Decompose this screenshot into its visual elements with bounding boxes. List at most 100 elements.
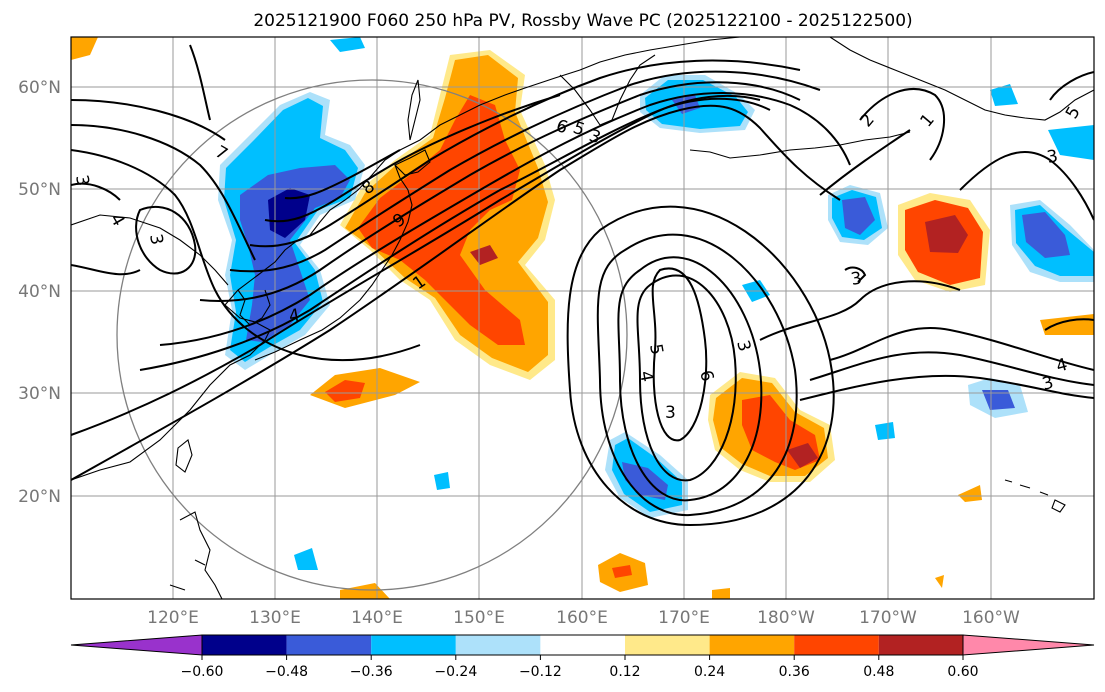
lat-label: 30°N: [18, 384, 61, 404]
shade-negative-east-core: [1022, 212, 1070, 258]
contour-line: [829, 327, 1094, 371]
shade-positive-subtropical-core: [325, 380, 365, 402]
contour-line: [264, 94, 561, 223]
contour-label: 4: [1054, 355, 1070, 377]
contour-line: [229, 70, 821, 273]
contour-line: [284, 149, 401, 200]
contour-label: 3: [665, 403, 676, 423]
lat-label: 50°N: [18, 180, 61, 200]
coastline-sakhalin: [407, 79, 421, 141]
shade-negative-hawaii-core: [982, 390, 1015, 410]
contour-label: 3: [732, 338, 754, 354]
contour-line: [199, 81, 801, 302]
lon-label: 160°W: [962, 608, 1020, 628]
lon-label: 130°E: [249, 608, 301, 628]
contour-label: 5: [645, 342, 667, 356]
lat-label: 20°N: [18, 487, 61, 507]
contour-line: [71, 264, 141, 276]
colorbar-bin: [540, 635, 625, 655]
contour-line: [159, 92, 851, 346]
shade-positive-small-6: [935, 575, 944, 588]
lon-label: 160°E: [556, 608, 608, 628]
colorbar-extend-right: [962, 634, 1095, 656]
contour-line: [819, 129, 911, 196]
contour-line: [189, 44, 211, 121]
shade-positive-east-pacific-dark: [925, 215, 968, 253]
contour-line: [1044, 318, 1094, 331]
contour-label: 3: [849, 268, 863, 290]
colorbar-label: 0.60: [947, 664, 978, 680]
lon-label: 150°E: [453, 608, 505, 628]
lon-label: 170°W: [859, 608, 917, 628]
shade-positive-small-5: [71, 37, 98, 60]
coastline-alaska: [829, 37, 1094, 121]
shade-positive-japan-sea-dark: [470, 245, 498, 265]
shade-positive-small-7: [712, 588, 730, 599]
colorbar-label: 0.24: [694, 664, 725, 680]
shade-positive-small-3: [958, 485, 982, 502]
colorbar: −0.60 −0.48 −0.36 −0.24 −0.12 0.12 0.24 …: [70, 634, 1095, 680]
coastline-asia-mainland: [71, 37, 741, 481]
contour-label: 3: [1040, 373, 1056, 395]
map-frame: [70, 36, 1095, 600]
coastline-taiwan: [175, 439, 193, 473]
contour-line: [799, 374, 1094, 401]
coastline-hawaii: [1004, 479, 1066, 513]
lat-label: 60°N: [18, 78, 61, 98]
contour-line: [651, 267, 708, 442]
shade-negative-small-3: [990, 84, 1018, 106]
figure-title: 2025121900 F060 250 hPa PV, Rossby Wave …: [253, 11, 912, 31]
coastline-china-north: [71, 214, 229, 286]
contour-line: [249, 59, 801, 248]
shade-negative-small-5: [875, 422, 895, 440]
shade-negative-south-core: [622, 462, 668, 500]
contour-label: 6: [695, 368, 717, 384]
coastline-aleutians: [689, 131, 911, 159]
colorbar-bin: [794, 635, 879, 655]
contour-line: [596, 233, 798, 517]
colorbar-label: −0.36: [350, 664, 393, 680]
contour-line: [566, 205, 835, 527]
colorbar-label: −0.12: [519, 664, 562, 680]
colorbar-label: 0.36: [779, 664, 810, 680]
contour-label: 3: [145, 232, 167, 246]
colorbar-frame: [201, 634, 964, 656]
shade-positive-japan-sea-core: [358, 95, 525, 345]
gridlines: [71, 37, 1094, 599]
contour-line: [617, 256, 763, 502]
colorbar-bin: [371, 635, 456, 655]
contour-line: [71, 104, 841, 481]
latitude-labels: 60°N 50°N 40°N 30°N 20°N: [18, 78, 61, 507]
shade-negative-japan-dark: [268, 188, 310, 238]
range-circle: [116, 79, 628, 591]
contour-line: [959, 150, 1094, 221]
colorbar-bin: [625, 635, 710, 655]
colorbar-label: 0.48: [863, 664, 894, 680]
lat-label: 40°N: [18, 282, 61, 302]
colorbar-bin: [286, 635, 372, 655]
lon-label: 170°E: [658, 608, 710, 628]
shade-negative-small-7: [434, 472, 450, 490]
map-panel: 7 3 4 8 6 5 3 9 1 4 2 1 5 3 3 5 4 6 3 3: [70, 36, 1095, 600]
coastline-hokkaido: [394, 149, 431, 176]
shade-negative-small-6: [294, 548, 318, 570]
positive-anomaly-shading: [71, 37, 1094, 599]
shade-negative-small-4: [1048, 125, 1094, 160]
contour-line: [636, 274, 737, 482]
contour-label: 3: [71, 173, 93, 187]
contour-line: [1049, 71, 1094, 101]
contour-line: [759, 280, 961, 341]
longitude-labels: 120°E 130°E 140°E 150°E 160°E 170°E 180°…: [147, 608, 1020, 628]
coastline-philippines: [169, 511, 223, 599]
colorbar-bin: [878, 635, 964, 655]
contour-line: [859, 88, 946, 161]
lon-label: 120°E: [147, 608, 199, 628]
colorbar-label: −0.48: [265, 664, 308, 680]
rossby-contours: [71, 44, 1094, 527]
colorbar-label: 0.12: [609, 664, 640, 680]
colorbar-label: −0.24: [434, 664, 477, 680]
contour-line: [809, 351, 1094, 386]
shade-positive-central-pacific-dark: [787, 443, 818, 468]
lon-label: 180°W: [757, 608, 815, 628]
